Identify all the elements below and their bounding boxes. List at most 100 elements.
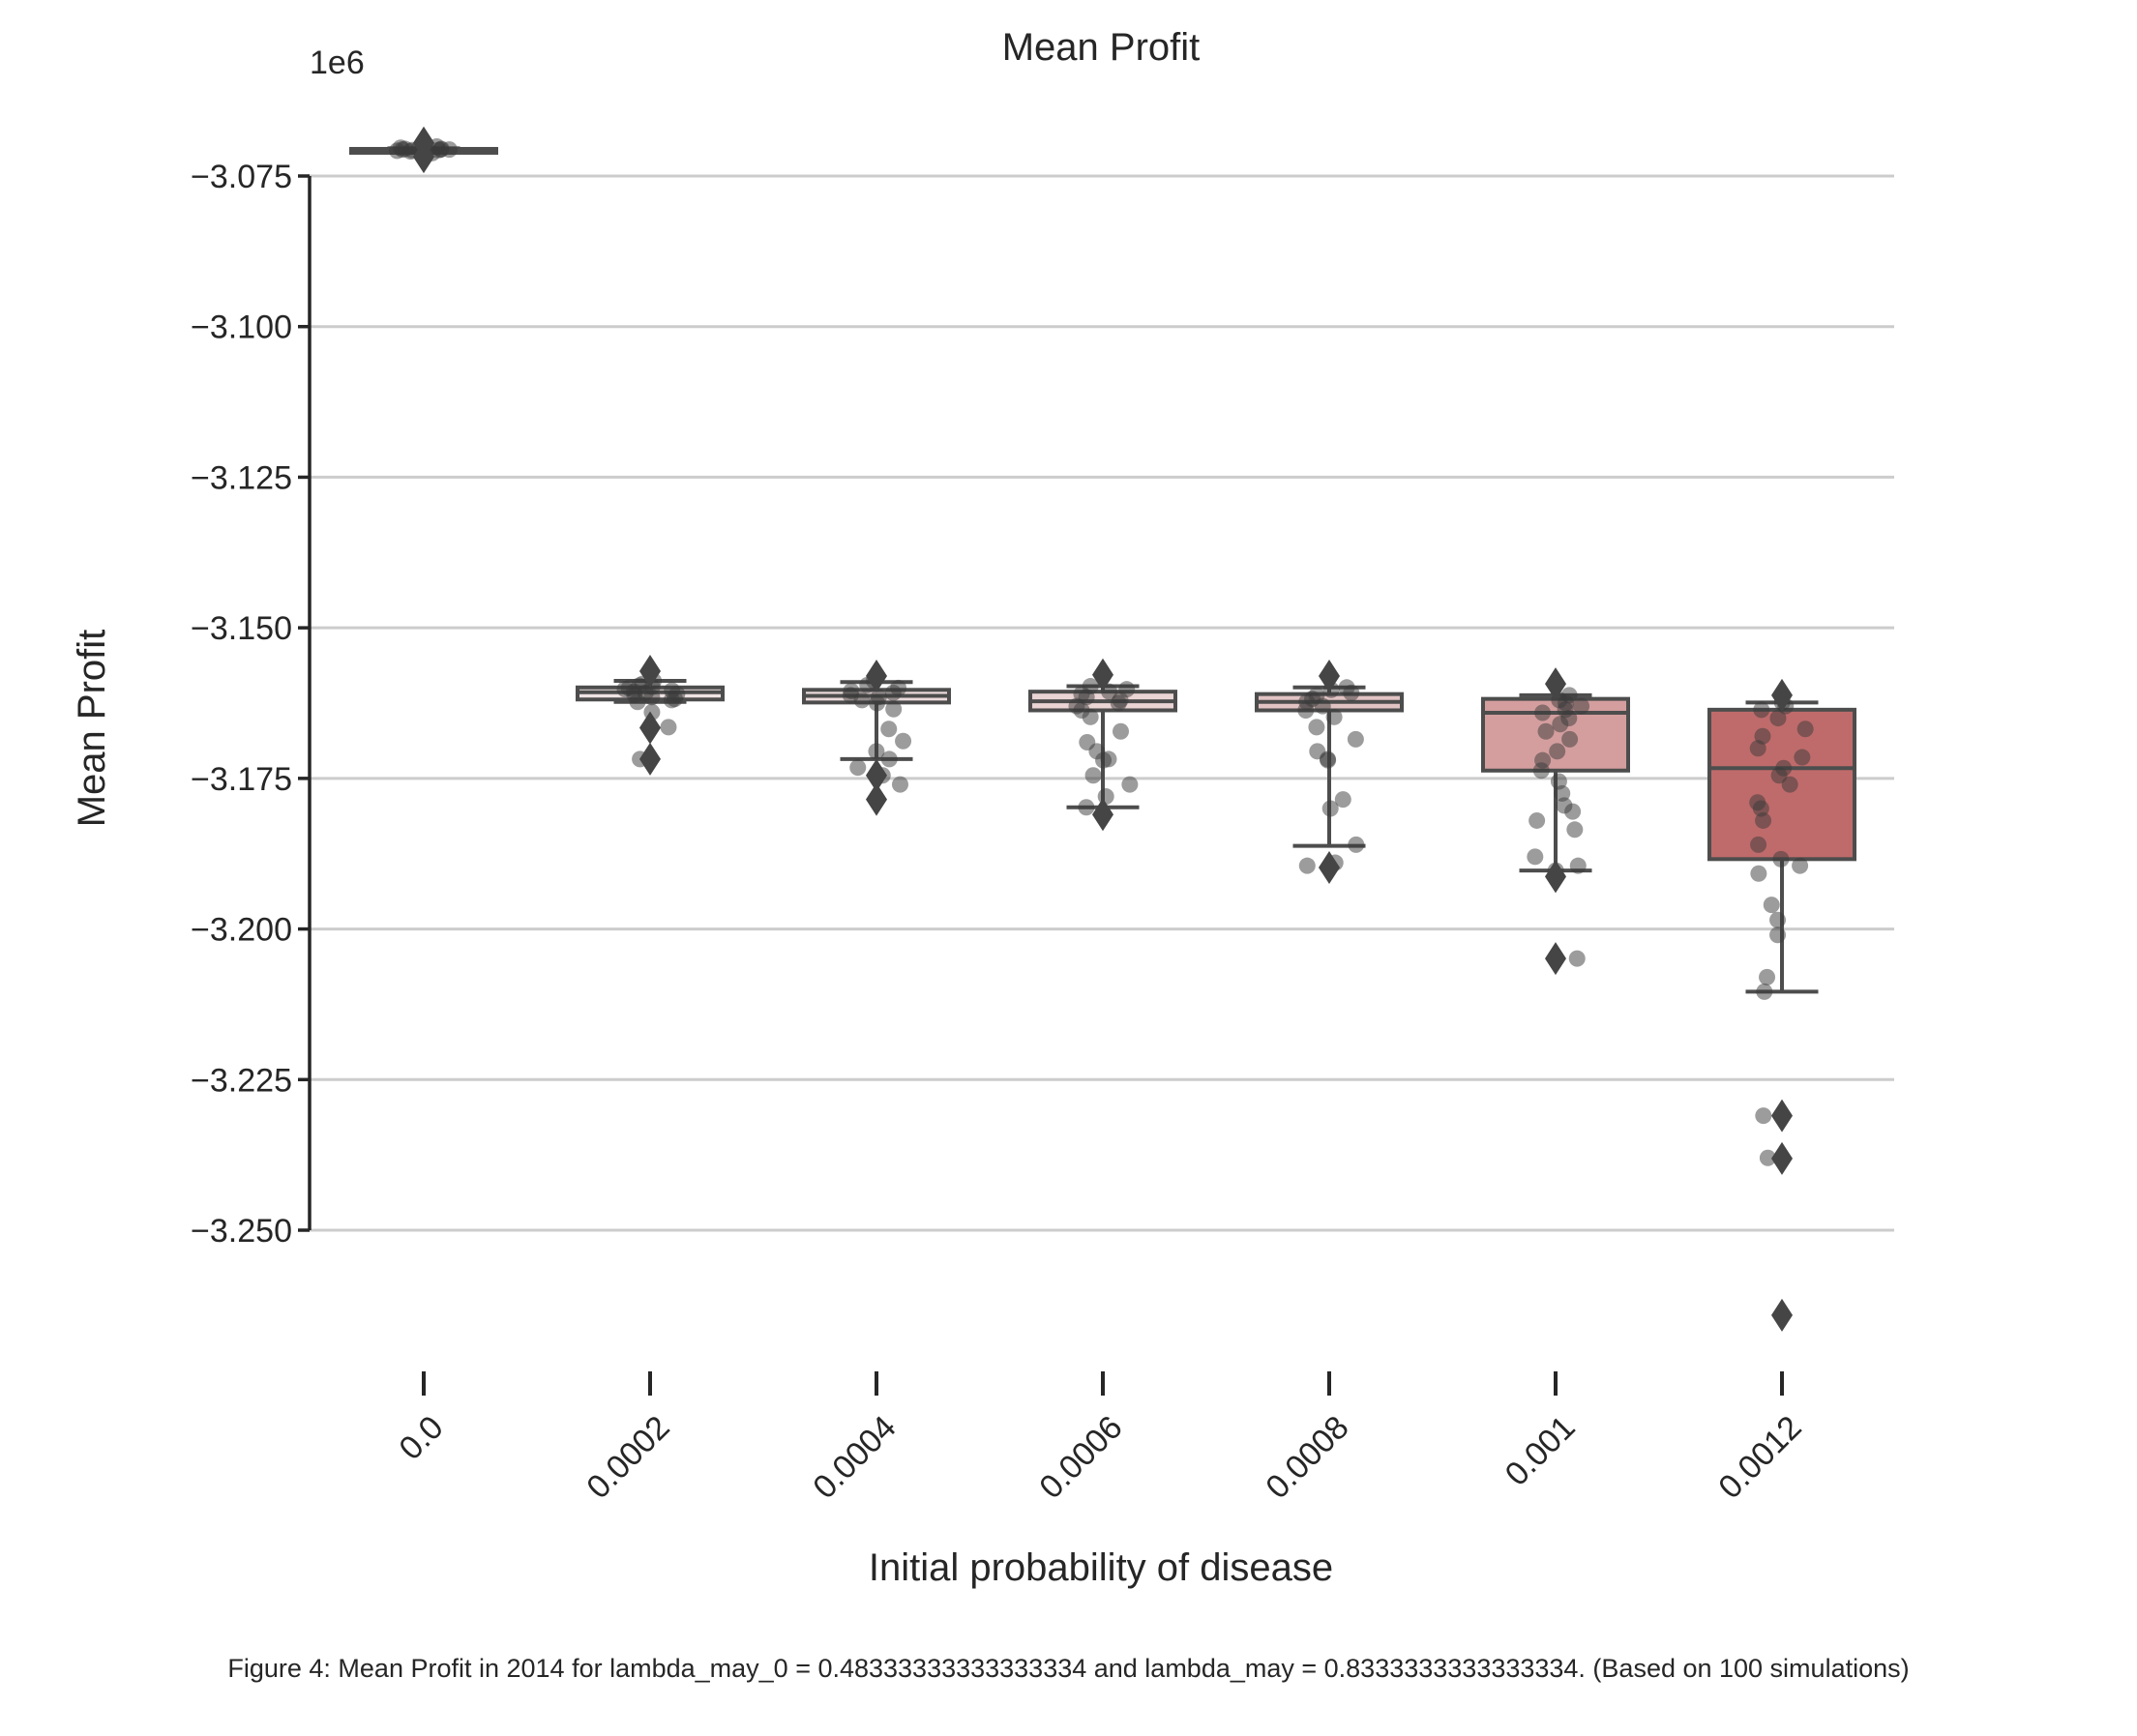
strip-point <box>1755 1107 1772 1125</box>
y-tick-label: −3.175 <box>191 761 292 798</box>
x-tick-label: 0.001 <box>1499 1409 1583 1493</box>
outlier-marker <box>639 654 661 688</box>
box-plots <box>349 126 1856 1332</box>
strip-point <box>1564 803 1582 820</box>
x-tick-label: 0.0004 <box>806 1409 903 1506</box>
x-tick-label: 0.0002 <box>579 1409 676 1506</box>
strip-point <box>1552 716 1569 733</box>
strip-point <box>1568 950 1586 967</box>
y-tick-label: −3.125 <box>191 459 292 496</box>
strip-point <box>1308 719 1325 736</box>
y-tick-label: −3.075 <box>191 159 292 195</box>
strip-point <box>1753 701 1770 719</box>
strip-point <box>1110 694 1127 712</box>
strip-point <box>884 684 902 701</box>
outlier-marker <box>1771 678 1793 712</box>
box-group <box>349 126 498 174</box>
strip-point <box>1298 857 1316 874</box>
strip-point <box>1532 762 1550 780</box>
box-group <box>1255 659 1404 885</box>
strip-point <box>1749 740 1766 757</box>
strip-point <box>853 691 871 709</box>
outlier-marker <box>866 782 887 816</box>
strip-point <box>1527 848 1544 866</box>
strip-point <box>1763 897 1780 914</box>
strip-point <box>1756 983 1773 1000</box>
strip-point <box>1566 821 1584 839</box>
y-tick-label: −3.100 <box>191 309 292 346</box>
box-group <box>1707 678 1856 1332</box>
outlier-marker <box>1771 1141 1793 1175</box>
strip-point <box>1769 927 1787 944</box>
strip-point <box>891 776 908 793</box>
strip-point <box>1549 743 1566 760</box>
strip-point <box>1759 1149 1776 1166</box>
y-tick-label: −3.200 <box>191 912 292 949</box>
strip-point <box>1078 799 1095 816</box>
x-axis: 0.0 0.0002 0.0004 0.0006 0.0008 0.001 0.0012 <box>392 1371 1809 1506</box>
strip-point <box>1796 721 1814 738</box>
strip-point <box>1343 684 1360 701</box>
outlier-marker <box>866 659 887 692</box>
strip-point <box>1121 776 1139 793</box>
strip-point <box>1529 811 1546 829</box>
strip-point <box>1755 811 1772 829</box>
strip-point <box>1534 704 1552 721</box>
strip-point <box>1772 850 1790 868</box>
strip-point <box>895 732 912 750</box>
strip-point <box>643 689 661 706</box>
strip-point <box>388 142 405 160</box>
outlier-marker <box>639 711 661 745</box>
strip-point <box>880 750 898 768</box>
outlier-marker <box>1092 658 1113 691</box>
strip-point <box>1537 722 1555 740</box>
x-tick-label: 0.0012 <box>1711 1409 1808 1506</box>
outlier-marker <box>866 758 887 792</box>
outlier-marker <box>1771 1099 1793 1133</box>
strip-point <box>1781 776 1798 793</box>
outlier-marker <box>1545 667 1566 701</box>
strip-point <box>1561 730 1579 748</box>
y-axis-offset-text: 1e6 <box>310 44 365 81</box>
x-axis-title: Initial probability of disease <box>869 1546 1333 1589</box>
outlier-marker <box>1319 659 1340 692</box>
y-axis-title: Mean Profit <box>71 630 113 828</box>
y-axis: −3.075 −3.100 −3.125 −3.150 −3.175 −3.200 −3.2… <box>191 159 310 1250</box>
strip-point <box>1297 701 1315 719</box>
strip-point <box>1112 722 1129 740</box>
y-tick-label: −3.250 <box>191 1213 292 1250</box>
strip-point <box>629 693 646 711</box>
strip-point <box>885 700 903 718</box>
outlier-marker <box>1545 942 1566 976</box>
strip-point <box>1794 749 1811 766</box>
strip-point <box>1573 697 1590 715</box>
strip-point <box>880 721 898 738</box>
strip-point <box>1569 857 1587 874</box>
strip-point <box>1320 751 1337 769</box>
box-group <box>576 654 725 776</box>
strip-point <box>1095 751 1113 769</box>
strip-point <box>1792 857 1809 874</box>
box-group <box>802 659 951 816</box>
strip-point <box>1097 788 1114 806</box>
x-tick-label: 0.0006 <box>1032 1409 1129 1506</box>
chart-title: Mean Profit <box>1002 26 1201 69</box>
strip-point <box>1082 708 1099 725</box>
strip-point <box>1750 836 1767 853</box>
strip-point <box>660 719 677 736</box>
strip-point <box>1314 697 1331 715</box>
outlier-marker <box>413 140 434 174</box>
box-group <box>1028 658 1177 832</box>
y-tick-label: −3.225 <box>191 1062 292 1099</box>
strip-point <box>1770 767 1788 784</box>
strip-point <box>1347 730 1364 748</box>
outlier-marker <box>639 742 661 776</box>
outlier-marker <box>1092 798 1113 832</box>
strip-point <box>1325 708 1343 725</box>
strip-point <box>869 694 886 712</box>
strip-point <box>1769 911 1787 928</box>
y-tick-label: −3.150 <box>191 610 292 647</box>
strip-point <box>1750 865 1767 882</box>
outlier-marker <box>1771 1298 1793 1332</box>
x-tick-label: 0.0 <box>392 1409 450 1467</box>
